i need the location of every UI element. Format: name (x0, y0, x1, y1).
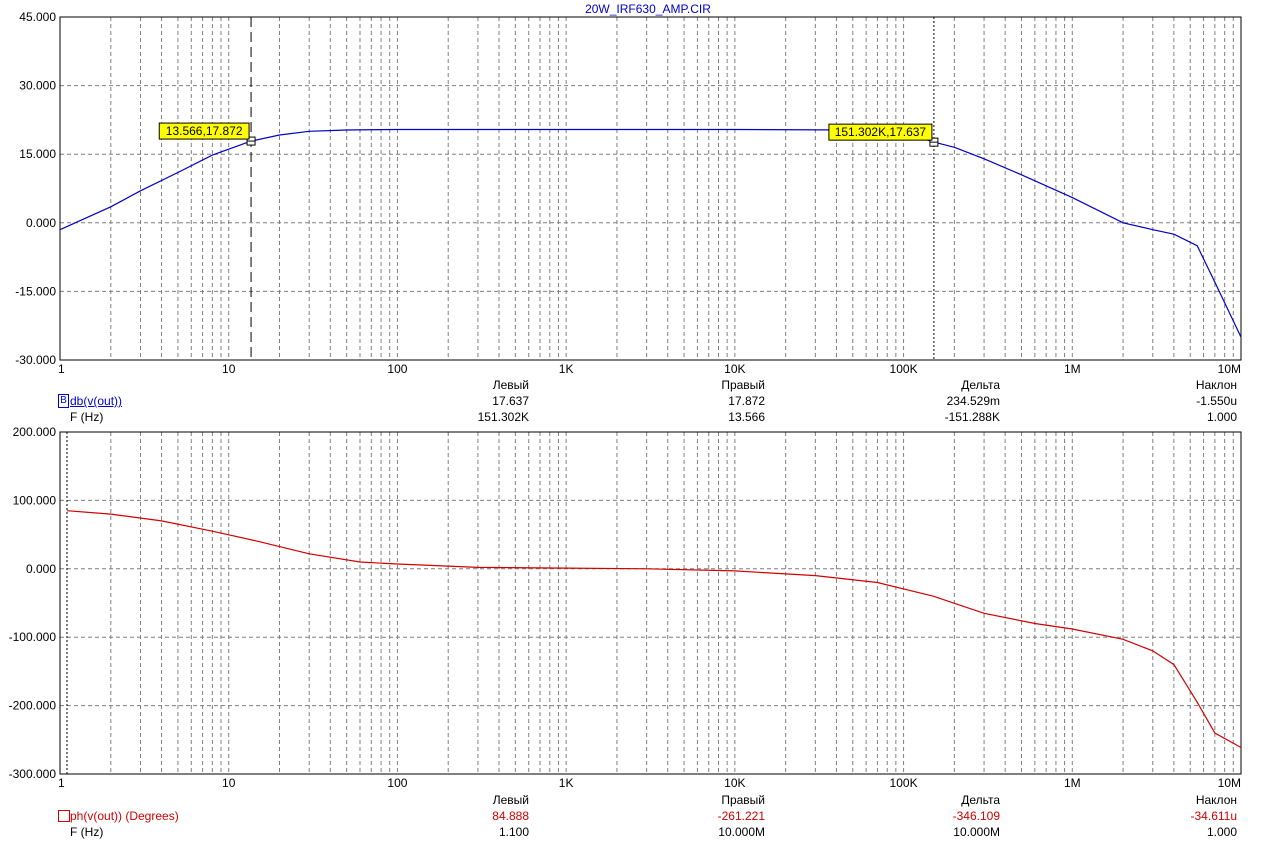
value-delta: -346.109 (952, 809, 1000, 823)
cursor-tag-label: 151.302K,17.637 (835, 125, 927, 139)
value-right: -261.221 (717, 809, 765, 823)
freq-delta: 10.000M (953, 825, 1000, 839)
x-tick-label: 1 (58, 776, 65, 790)
header-left: Левый (492, 793, 529, 807)
y-tick-label: 100.000 (13, 493, 57, 507)
y-tick-label: 45.000 (19, 10, 56, 24)
x-tick-label: 1K (559, 362, 574, 376)
x-tick-label: 10 (222, 362, 236, 376)
freq-slope: 1.000 (1206, 825, 1237, 839)
x-tick-label: 10 (222, 776, 236, 790)
freq-right: 10.000M (718, 825, 765, 839)
x-tick-label: 10K (724, 362, 745, 376)
x-tick-label: 100 (387, 776, 407, 790)
y-tick-label: -30.000 (15, 353, 56, 367)
x-tick-label: 10M (1218, 362, 1241, 376)
freq-left: 1.100 (498, 825, 529, 839)
x-tick-label: 1K (559, 776, 574, 790)
freq-label: F (Hz) (70, 825, 104, 839)
x-tick-label: 100 (387, 362, 407, 376)
x-tick-label: 10M (1218, 776, 1241, 790)
x-tick-label: 1M (1064, 776, 1081, 790)
header-left: Левый (492, 378, 529, 392)
freq-delta: -151.288K (944, 410, 1000, 424)
freq-label: F (Hz) (70, 410, 104, 424)
header-delta: Дельта (961, 793, 1000, 807)
series-label-magnitude[interactable]: db(v(out)) (70, 394, 123, 408)
value-left: 17.637 (492, 394, 529, 408)
x-tick-label: 10K (724, 776, 745, 790)
series-badge[interactable]: B (58, 394, 69, 408)
freq-left: 151.302K (477, 410, 529, 424)
x-tick-label: 1 (58, 362, 65, 376)
plot-frame (59, 16, 1242, 361)
y-tick-label: -15.000 (15, 284, 56, 298)
cursor-tag-label: 13.566,17.872 (166, 124, 243, 138)
phase-plot: 1 10 100 1K 10K 100K 1M 10M 200.000 100.000 0.000 -… (9, 425, 1242, 790)
header-slope: Наклон (1195, 793, 1237, 807)
plot-frame (59, 431, 1242, 775)
x-tick-label: 1M (1064, 362, 1081, 376)
readout-table-magnitude: Левый Правый Дельта Наклон B db(v(out)) … (0, 377, 1276, 425)
header-right: Правый (721, 378, 765, 392)
chart-title: 20W_IRF630_AMP.CIR (585, 2, 711, 16)
header-right: Правый (721, 793, 765, 807)
y-tick-label: 0.000 (26, 216, 56, 230)
y-tick-label: -200.000 (9, 699, 57, 713)
series-line (59, 128, 1242, 338)
header-delta: Дельта (961, 378, 1000, 392)
x-tick-label: 100K (890, 362, 918, 376)
magnitude-plot: 1 10 100 1K 10K 100K 1M 10M 45.000 30.000 15.000 0.… (15, 10, 1242, 376)
freq-slope: 1.000 (1206, 410, 1237, 424)
value-delta: 234.529m (946, 394, 1000, 408)
readout-table-phase: Левый Правый Дельта Наклон ph(v(out)) (D… (0, 792, 1276, 840)
y-tick-label: -100.000 (9, 630, 57, 644)
y-tick-label: -300.000 (9, 767, 57, 781)
y-tick-label: 200.000 (13, 425, 57, 439)
value-slope: -1.550u (1196, 394, 1237, 408)
x-tick-label: 100K (890, 776, 918, 790)
y-tick-label: 0.000 (26, 562, 56, 576)
freq-right: 13.566 (728, 410, 765, 424)
y-tick-label: 15.000 (19, 147, 56, 161)
series-label-phase[interactable]: ph(v(out)) (Degrees) (70, 809, 179, 823)
value-right: 17.872 (728, 394, 765, 408)
y-tick-label: 30.000 (19, 79, 56, 93)
cursor-tag (828, 123, 933, 141)
cursor-tag (158, 122, 250, 140)
header-slope: Наклон (1195, 378, 1237, 392)
series-line (66, 510, 1242, 749)
series-swatch[interactable] (58, 810, 70, 822)
value-slope: -34.611u (1190, 809, 1237, 823)
value-left: 84.888 (492, 809, 529, 823)
